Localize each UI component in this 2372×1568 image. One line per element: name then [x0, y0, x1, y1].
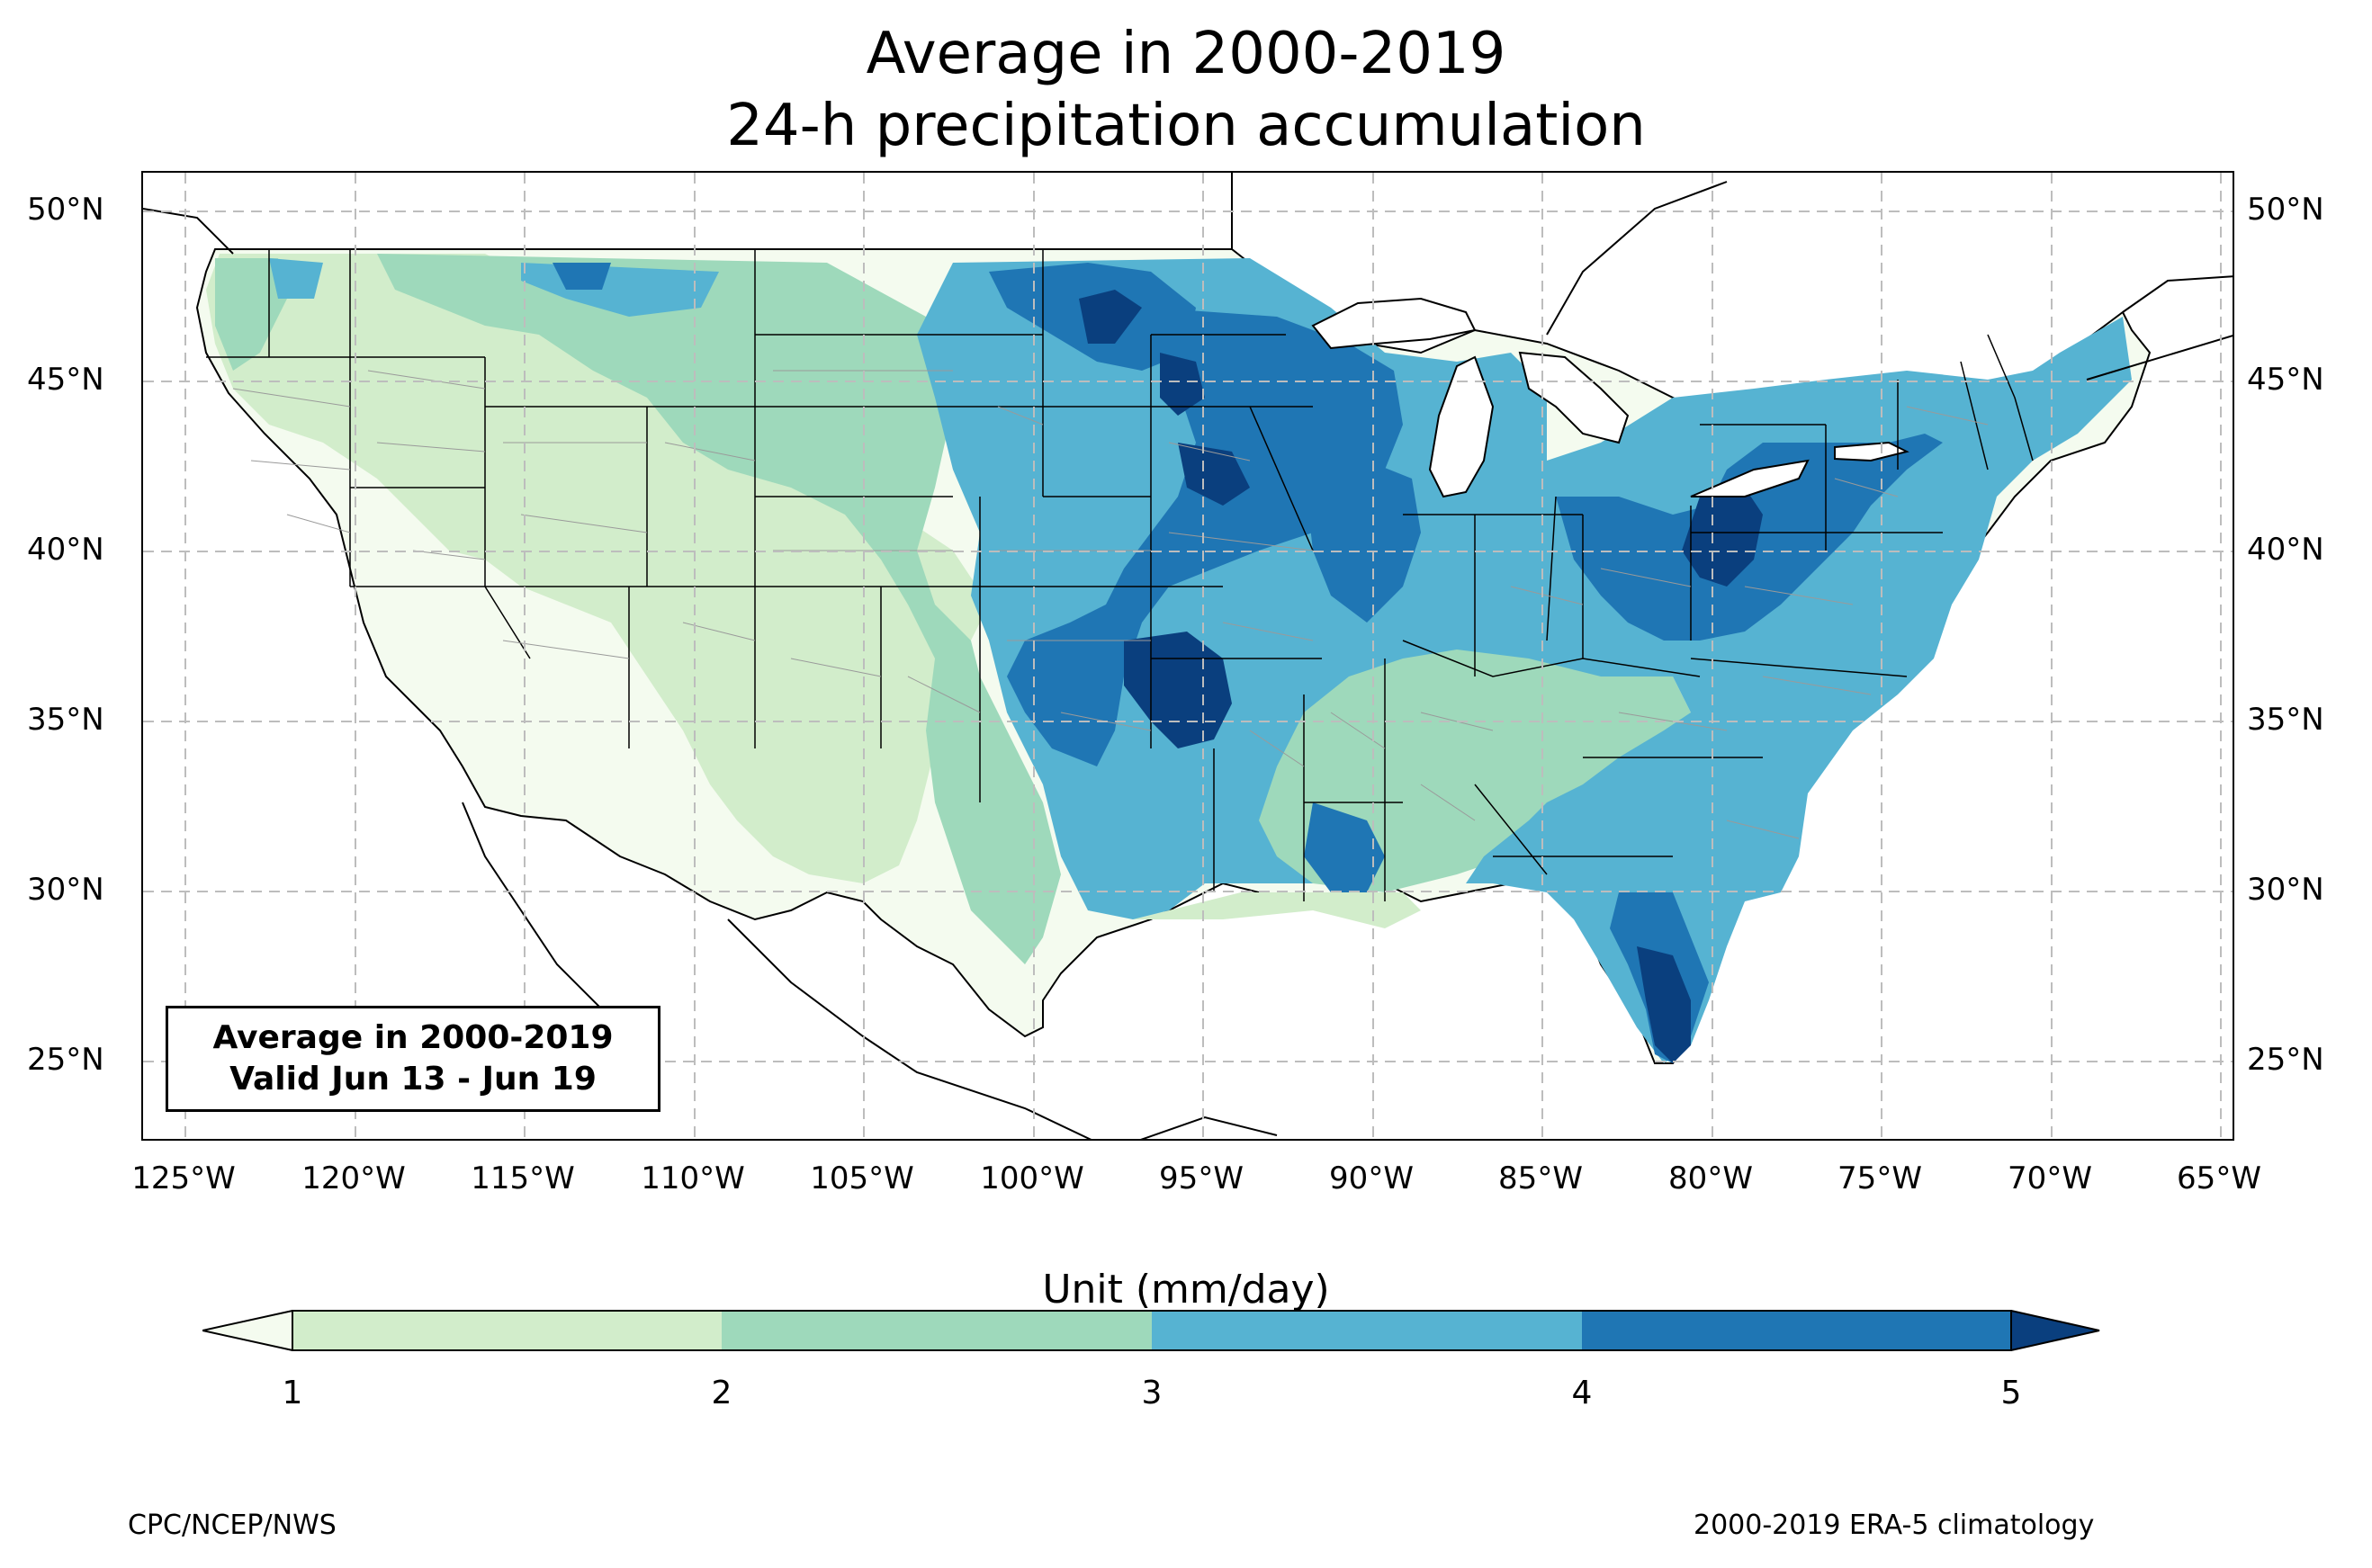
gridlines	[143, 173, 2233, 1139]
lat-label-right-35: 35°N	[2247, 702, 2324, 738]
colorbar-segment-2-3	[722, 1311, 1152, 1350]
lat-label-left-40: 40°N	[27, 532, 104, 568]
colorbar-extend-low	[202, 1310, 293, 1351]
lon-label-95w: 95°W	[1159, 1160, 1244, 1196]
colorbar-extend-high	[2010, 1310, 2100, 1351]
lon-label-80w: 80°W	[1668, 1160, 1753, 1196]
colorbar-tick-4: 4	[1571, 1375, 1593, 1411]
lat-label-left-45: 45°N	[27, 362, 104, 398]
info-box: Average in 2000-2019 Valid Jun 13 - Jun …	[166, 1006, 660, 1112]
lon-label-85w: 85°W	[1498, 1160, 1583, 1196]
colorbar-segment-1-2	[292, 1311, 722, 1350]
info-box-line-2: Valid Jun 13 - Jun 19	[229, 1061, 597, 1098]
lat-label-left-25: 25°N	[27, 1042, 104, 1078]
precipitation-map	[143, 173, 2233, 1139]
colorbar-tick-1: 1	[282, 1375, 303, 1411]
lon-label-110w: 110°W	[641, 1160, 745, 1196]
info-box-line-1: Average in 2000-2019	[212, 1019, 614, 1056]
precip-band-2-3	[215, 254, 1920, 964]
precip-band-gt-5	[1079, 290, 1763, 1063]
lat-label-right-30: 30°N	[2247, 872, 2324, 908]
colorbar-outline	[292, 1310, 2012, 1351]
lat-label-right-50: 50°N	[2247, 192, 2324, 228]
colorbar-tick-3: 3	[1141, 1375, 1163, 1411]
title-line-1: Average in 2000-2019	[866, 21, 1506, 87]
title-line-2: 24-h precipitation accumulation	[726, 93, 1646, 159]
lat-label-left-30: 30°N	[27, 872, 104, 908]
lon-label-90w: 90°W	[1329, 1160, 1414, 1196]
precip-band-1-2	[206, 254, 1421, 928]
precip-band-4-5	[553, 263, 1943, 1063]
lon-label-70w: 70°W	[2008, 1160, 2092, 1196]
lon-label-100w: 100°W	[980, 1160, 1084, 1196]
lon-label-115w: 115°W	[471, 1160, 575, 1196]
lat-label-right-40: 40°N	[2247, 532, 2324, 568]
colorbar-segment-4-5	[1582, 1311, 2011, 1350]
state-borders	[206, 249, 2034, 901]
footer-source: 2000-2019 ERA-5 climatology	[1694, 1510, 2095, 1541]
colorbar-tick-2: 2	[711, 1375, 732, 1411]
lat-label-left-50: 50°N	[27, 192, 104, 228]
great-lakes	[1311, 297, 1909, 498]
footer-credit: CPC/NCEP/NWS	[128, 1510, 337, 1541]
colorbar	[202, 1310, 2100, 1351]
lon-label-75w: 75°W	[1837, 1160, 1922, 1196]
lon-label-120w: 120°W	[301, 1160, 406, 1196]
lat-label-right-45: 45°N	[2247, 362, 2324, 398]
lon-label-105w: 105°W	[810, 1160, 914, 1196]
lon-label-65w: 65°W	[2177, 1160, 2261, 1196]
colorbar-tick-5: 5	[2000, 1375, 2022, 1411]
lat-label-left-35: 35°N	[27, 702, 104, 738]
colorbar-title: Unit (mm/day)	[1042, 1267, 1330, 1313]
lat-label-right-25: 25°N	[2247, 1042, 2324, 1078]
colorbar-segment-3-4	[1152, 1311, 1582, 1350]
map-panel	[141, 171, 2234, 1141]
lon-label-125w: 125°W	[131, 1160, 236, 1196]
